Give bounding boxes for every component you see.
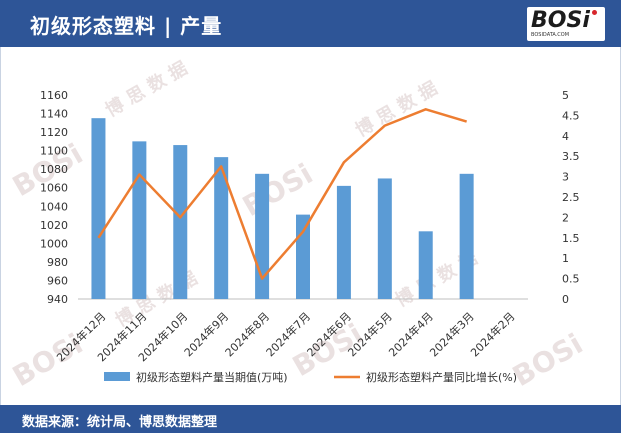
y-left-tick-label: 1080: [40, 163, 68, 176]
footer-bar: 数据来源：统计局、博思数据整理: [0, 405, 621, 433]
y-right-tick-label: 4.5: [562, 109, 580, 122]
page-title: 初级形态塑料 | 产量: [30, 14, 223, 38]
bar: [418, 231, 433, 299]
legend-label-line: 初级形态塑料产量同比增长(%): [366, 370, 517, 384]
bar: [377, 178, 392, 299]
y-left-tick-label: 1000: [40, 237, 68, 250]
header-bar: 初级形态塑料 | 产量 BOSi BOSIDATA.COM: [0, 0, 621, 47]
y-right-tick-label: 5: [562, 89, 569, 102]
x-tick-label: 2024年2月: [467, 309, 517, 359]
line-series: [97, 108, 467, 280]
growth-line: [97, 108, 467, 280]
y-right-tick-label: 0.5: [562, 273, 580, 286]
bar: [336, 185, 351, 299]
y-right-tick-label: 1.5: [562, 232, 580, 245]
y-right-tick-label: 2: [562, 211, 569, 224]
logo-dot-icon: [592, 10, 597, 15]
y-left-tick-label: 1100: [40, 145, 68, 158]
logo-wordmark: BOSi: [531, 8, 590, 33]
bar: [255, 173, 270, 299]
y-right-tick-label: 4: [562, 130, 569, 143]
y-left-tick-label: 980: [47, 256, 68, 269]
data-source: 数据来源：统计局、博思数据整理: [22, 415, 218, 430]
legend-swatch-bar: [104, 372, 130, 381]
chart: BOSi 博 思 数 据 BOSi 博 思 数 据 博 思 数 据 BOSi 博…: [7, 57, 588, 393]
y-left-tick-label: 940: [47, 293, 68, 306]
y-left-tick-label: 1120: [40, 126, 68, 139]
svg-text:博 思 数 据: 博 思 数 据: [102, 57, 192, 121]
y-right-tick-label: 2.5: [562, 191, 580, 204]
y-right-tick-label: 3: [562, 171, 569, 184]
y-left-tick-label: 1020: [40, 219, 68, 232]
y-left-tick-label: 1060: [40, 182, 68, 195]
legend-label-bar: 初级形态塑料产量当期值(万吨): [136, 370, 288, 384]
bar: [173, 145, 188, 299]
bosi-logo: BOSi BOSIDATA.COM: [527, 7, 605, 41]
svg-text:BOSi: BOSi: [237, 157, 318, 223]
y-left-tick-label: 1040: [40, 200, 68, 213]
svg-text:BOSi: BOSi: [507, 327, 588, 393]
logo-subtext: BOSIDATA.COM: [531, 32, 570, 38]
y-right-tick-label: 3.5: [562, 150, 580, 163]
y-left-tick-label: 1140: [40, 108, 68, 121]
bar: [296, 214, 310, 299]
y-axis-right: 0 0.5 1 1.5 2 2.5 3 3.5 4 4.5 5: [562, 89, 580, 306]
y-axis-left: 940 960 980 1000 1020 1040 1060 1080 1100 1120 114…: [40, 89, 68, 306]
y-left-tick-label: 1160: [40, 89, 68, 102]
bar: [459, 173, 474, 299]
legend: 初级形态塑料产量当期值(万吨) 初级形态塑料产量同比增长(%): [104, 370, 517, 384]
bar-series: [91, 118, 474, 299]
y-right-tick-label: 1: [562, 252, 569, 265]
bar: [91, 118, 106, 299]
y-left-tick-label: 960: [47, 274, 68, 287]
bar: [132, 141, 147, 299]
y-right-tick-label: 0: [562, 293, 569, 306]
bar: [214, 157, 229, 299]
